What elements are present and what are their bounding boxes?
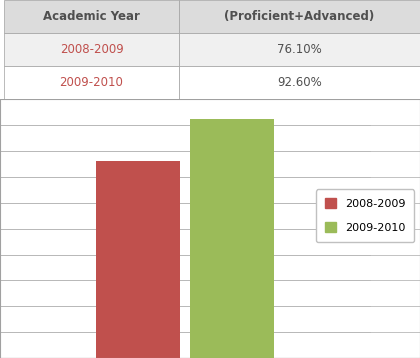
Legend: 2008-2009, 2009-2010: 2008-2009, 2009-2010: [316, 189, 415, 242]
Bar: [190, 118, 274, 358]
Bar: [96, 161, 180, 358]
